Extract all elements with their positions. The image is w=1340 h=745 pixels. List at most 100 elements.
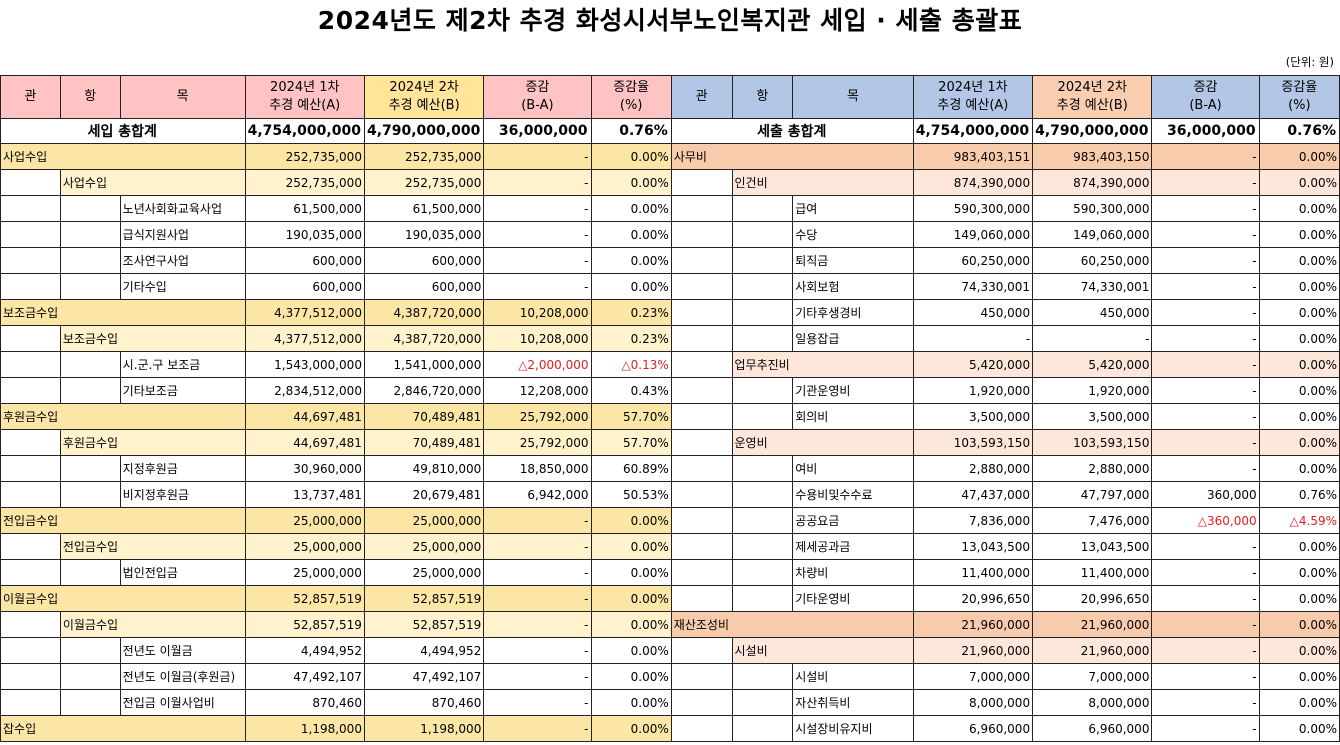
revenue-indent-cell — [59, 273, 121, 300]
revenue-budget-a: 44,697,481 — [244, 403, 365, 430]
expense-item-label: 재산조성비 — [670, 611, 914, 638]
revenue-item-label: 전입금수입 — [0, 507, 246, 534]
expense-total-diff: 36,000,000 — [1151, 118, 1260, 144]
revenue-budget-b: 70,489,481 — [363, 403, 485, 430]
table-row: 기타수입 600,000 600,000-0.00% 사회보험 74,330,001 74… — [0, 273, 1340, 300]
revenue-item-label: 기타수입 — [119, 273, 246, 300]
revenue-budget-a: 25,000,000 — [244, 507, 365, 534]
revenue-budget-b: 252,735,000 — [363, 143, 485, 170]
expense-diff: - — [1151, 351, 1260, 378]
revenue-item-label: 보조금수입 — [0, 299, 246, 326]
expense-diff: - — [1151, 663, 1260, 690]
revenue-rate: 0.23% — [590, 325, 672, 352]
revenue-item-label: 전년도 이월금(후원금) — [119, 663, 246, 690]
expense-item-label: 수당 — [792, 221, 914, 248]
revenue-budget-b: 20,679,481 — [363, 481, 485, 508]
revenue-item-label: 사업수입 — [0, 143, 246, 170]
expense-indent-cell — [731, 377, 794, 404]
revenue-indent-cell — [59, 221, 121, 248]
revenue-indent-cell — [0, 377, 61, 404]
revenue-budget-b: 25,000,000 — [363, 559, 485, 586]
revenue-item-label: 사업수입 — [59, 169, 246, 196]
revenue-total-diff: 36,000,000 — [483, 118, 592, 144]
revenue-budget-b: 600,000 — [363, 247, 485, 274]
expense-item-label: 시설장비유지비 — [792, 715, 914, 742]
expense-rate: 0.00% — [1258, 637, 1340, 664]
total-row: 세입 총합계 4,754,000,000 4,790,000,000 36,00… — [0, 118, 1340, 144]
revenue-indent-cell — [59, 559, 121, 586]
expense-diff: - — [1151, 455, 1260, 482]
revenue-indent-cell — [59, 637, 121, 664]
revenue-budget-a: 1,543,000,000 — [244, 351, 365, 378]
revenue-budget-b: 870,460 — [363, 689, 485, 716]
expense-indent-cell — [731, 455, 794, 482]
rev-header-gwan: 관 — [0, 75, 61, 119]
expense-item-label: 공공요금 — [792, 507, 914, 534]
expense-budget-a: 60,250,000 — [912, 247, 1034, 274]
expense-indent-cell — [670, 377, 733, 404]
expense-rate: 0.00% — [1258, 533, 1340, 560]
revenue-budget-a: 4,377,512,000 — [244, 325, 365, 352]
header-line: 증감 — [525, 80, 550, 95]
expense-budget-b: 11,400,000 — [1032, 559, 1153, 586]
table-row: 사업수입 252,735,000 252,735,000-0.00% 사무비 983,4… — [0, 143, 1340, 170]
expense-budget-a: 21,960,000 — [912, 637, 1034, 664]
expense-item-label: 급여 — [792, 195, 914, 222]
revenue-item-label: 법인전입금 — [119, 559, 246, 586]
expense-budget-b: 149,060,000 — [1032, 221, 1153, 248]
revenue-indent-cell — [59, 377, 121, 404]
expense-rate: 0.00% — [1258, 143, 1340, 170]
rev-header-hang: 항 — [59, 75, 121, 119]
expense-indent-cell — [670, 715, 733, 742]
expense-rate: 0.00% — [1258, 195, 1340, 222]
expense-indent-cell — [670, 585, 733, 612]
table-row: 법인전입금 25,000,000 25,000,000-0.00% 차량비 11,400… — [0, 559, 1340, 586]
revenue-indent-cell — [0, 169, 61, 196]
expense-indent-cell — [731, 663, 794, 690]
expense-diff: - — [1151, 221, 1260, 248]
rev-header-budget-a: 2024년 1차 추경 예산(A) — [244, 75, 365, 119]
revenue-item-label: 기타보조금 — [119, 377, 246, 404]
expense-indent-cell — [670, 169, 733, 196]
revenue-item-label: 이월금수입 — [59, 611, 246, 638]
expense-indent-cell — [670, 247, 733, 274]
revenue-diff: - — [483, 273, 592, 300]
exp-header-mok: 목 — [792, 75, 914, 119]
expense-indent-cell — [670, 533, 733, 560]
revenue-rate: 0.00% — [590, 663, 672, 690]
revenue-budget-b: 49,810,000 — [363, 455, 485, 482]
revenue-budget-a: 52,857,519 — [244, 585, 365, 612]
expense-rate: 0.00% — [1258, 351, 1340, 378]
revenue-item-label: 급식지원사업 — [119, 221, 246, 248]
expense-indent-cell — [670, 325, 733, 352]
expense-budget-a: 7,836,000 — [912, 507, 1034, 534]
revenue-budget-b: 600,000 — [363, 273, 485, 300]
expense-total-rate: 0.76% — [1258, 118, 1340, 144]
revenue-rate: 0.00% — [590, 715, 672, 742]
expense-budget-a: 21,960,000 — [912, 611, 1034, 638]
revenue-budget-a: 4,377,512,000 — [244, 299, 365, 326]
expense-rate: 0.00% — [1258, 663, 1340, 690]
revenue-diff: - — [483, 221, 592, 248]
expense-rate: 0.00% — [1258, 455, 1340, 482]
revenue-diff: 25,792,000 — [483, 429, 592, 456]
expense-diff: - — [1151, 559, 1260, 586]
expense-budget-b: 590,300,000 — [1032, 195, 1153, 222]
revenue-budget-b: 52,857,519 — [363, 611, 485, 638]
revenue-diff: - — [483, 715, 592, 742]
expense-budget-b: 74,330,001 — [1032, 273, 1153, 300]
exp-header-budget-b: 2024년 2차 추경 예산(B) — [1032, 75, 1153, 119]
revenue-budget-a: 190,035,000 — [244, 221, 365, 248]
revenue-budget-b: 47,492,107 — [363, 663, 485, 690]
revenue-budget-a: 44,697,481 — [244, 429, 365, 456]
revenue-diff: - — [483, 169, 592, 196]
expense-budget-a: 8,000,000 — [912, 689, 1034, 716]
revenue-budget-a: 47,492,107 — [244, 663, 365, 690]
revenue-indent-cell — [59, 481, 121, 508]
revenue-budget-a: 2,834,512,000 — [244, 377, 365, 404]
expense-rate: 0.00% — [1258, 585, 1340, 612]
expense-budget-b: 1,920,000 — [1032, 377, 1153, 404]
revenue-rate: 0.00% — [590, 689, 672, 716]
expense-diff: - — [1151, 247, 1260, 274]
expense-indent-cell — [670, 455, 733, 482]
